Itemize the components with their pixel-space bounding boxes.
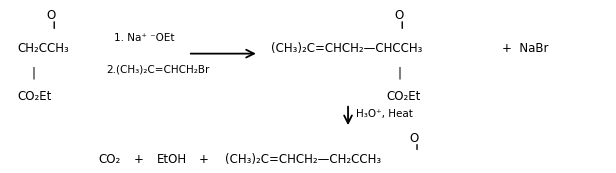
Text: 1. Na⁺ ⁻OEt: 1. Na⁺ ⁻OEt — [114, 33, 174, 43]
Text: (CH₃)₂C=CHCH₂—CHCCH₃: (CH₃)₂C=CHCH₂—CHCCH₃ — [271, 42, 423, 55]
Text: +: + — [134, 153, 144, 166]
Text: O: O — [394, 9, 404, 22]
Text: O: O — [46, 9, 56, 22]
Text: (CH₃)₂C=CHCH₂—CH₂CCH₃: (CH₃)₂C=CHCH₂—CH₂CCH₃ — [225, 153, 381, 166]
Text: EtOH: EtOH — [157, 153, 187, 166]
Text: |: | — [397, 66, 401, 79]
Text: CH₂CCH₃: CH₂CCH₃ — [17, 42, 69, 55]
Text: 2.(CH₃)₂C=CHCH₂Br: 2.(CH₃)₂C=CHCH₂Br — [106, 64, 209, 74]
Text: CO₂Et: CO₂Et — [17, 90, 52, 103]
Text: CO₂Et: CO₂Et — [387, 90, 421, 103]
Text: +  NaBr: + NaBr — [502, 42, 548, 55]
Text: |: | — [32, 66, 36, 79]
Text: O: O — [409, 132, 419, 145]
Text: CO₂: CO₂ — [99, 153, 121, 166]
Text: H₃O⁺, Heat: H₃O⁺, Heat — [356, 109, 413, 119]
Text: +: + — [198, 153, 208, 166]
